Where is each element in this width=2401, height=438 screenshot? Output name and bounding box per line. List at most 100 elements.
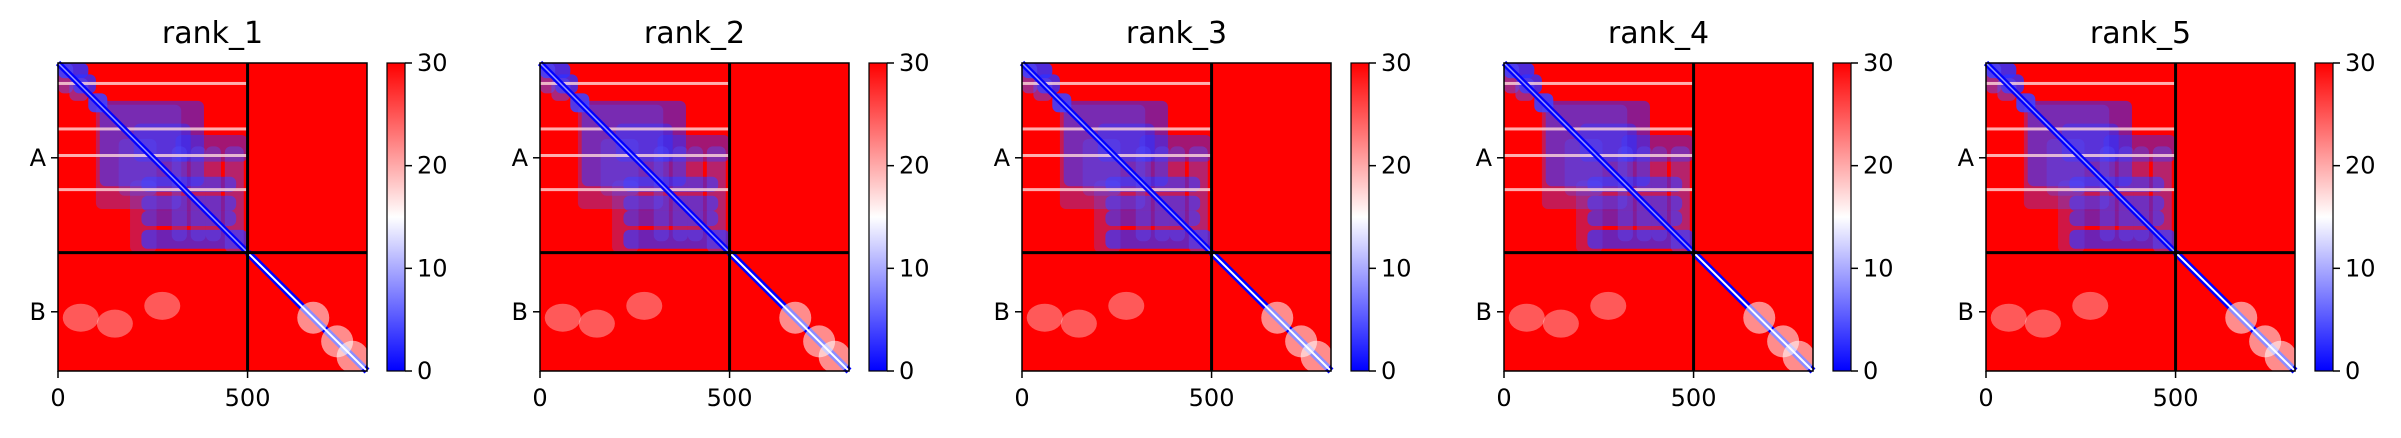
heatmap-white-blob xyxy=(1508,303,1545,332)
heatmap-white-blob xyxy=(1261,301,1294,334)
x-tick-label: 500 xyxy=(225,384,271,412)
y-tick-label: B xyxy=(994,298,1010,326)
heatmap-white-blob xyxy=(144,291,181,320)
heatmap-frame xyxy=(539,62,850,372)
colorbar-tick-label: 30 xyxy=(417,49,448,77)
heatmap-blue-region xyxy=(1617,146,1633,242)
colorbar-tick-label: 10 xyxy=(899,254,930,282)
colorbar-tick-label: 0 xyxy=(899,357,914,385)
colorbar-tick-label: 20 xyxy=(1381,152,1412,180)
y-tick-label: A xyxy=(30,144,47,172)
heatmap-white-blob xyxy=(1060,309,1097,338)
colorbar-tick-label: 20 xyxy=(1863,152,1894,180)
heatmap-blue-region xyxy=(1154,146,1170,242)
heatmap-stripe xyxy=(1504,81,1694,85)
heatmap-frame xyxy=(1985,62,2296,372)
heatmap-stripe xyxy=(1986,81,2176,85)
heatmap-blue-region xyxy=(1587,229,1694,249)
heatmap-blue-region xyxy=(2069,229,2176,249)
heatmap-panel: rank_1 A B 0 500 0 10 20 30 xyxy=(30,16,448,412)
y-tick-label: B xyxy=(1958,298,1974,326)
x-tick-label: 500 xyxy=(1189,384,1235,412)
heatmap-diagonal-a-core xyxy=(1021,62,1213,254)
heatmap-blue-region xyxy=(623,195,719,211)
x-tick-label: 500 xyxy=(707,384,753,412)
heatmap-white-blob xyxy=(626,291,663,320)
heatmap-blue-region xyxy=(612,180,639,253)
panel-title: rank_2 xyxy=(644,16,745,51)
y-tick-label: A xyxy=(512,144,529,172)
heatmap-white-blob xyxy=(2072,291,2109,320)
heatmap-white-blob xyxy=(2024,309,2061,338)
heatmap-white-blob xyxy=(1026,303,1063,332)
heatmap-stripe xyxy=(58,188,248,192)
heatmap-stripe xyxy=(58,127,248,131)
colorbar xyxy=(386,62,406,372)
heatmap-blue-region xyxy=(141,229,248,249)
colorbar-tick-label: 10 xyxy=(1381,254,1412,282)
panel-title: rank_1 xyxy=(162,16,263,51)
heatmap-stripe xyxy=(540,81,730,85)
heatmap-white-blob xyxy=(544,303,581,332)
heatmap-stripe xyxy=(1986,127,2176,131)
heatmap-white-blob xyxy=(62,303,99,332)
heatmap-panel: rank_3 A B 0 500 0 10 20 30 xyxy=(994,16,1412,412)
colorbar-tick-label: 10 xyxy=(2345,254,2376,282)
y-tick-label: B xyxy=(30,298,46,326)
y-tick-label: A xyxy=(1476,144,1493,172)
heatmap-white-blob xyxy=(2225,301,2258,334)
heatmap-stripe xyxy=(1022,188,1212,192)
colorbar-tick-label: 10 xyxy=(1863,254,1894,282)
heatmap-blue-region xyxy=(2058,180,2085,253)
heatmap-blue-region xyxy=(1105,229,1212,249)
heatmap-blue-region xyxy=(1670,146,1690,253)
heatmap-white-blob xyxy=(1990,303,2027,332)
heatmap-diagonal-a-core xyxy=(57,62,249,254)
colorbar-tick-label: 30 xyxy=(2345,49,2376,77)
x-tick-label: 0 xyxy=(1978,384,1993,412)
x-tick-label: 0 xyxy=(1014,384,1029,412)
colorbar-tick-label: 0 xyxy=(2345,357,2360,385)
heatmap-white-blob xyxy=(578,309,615,338)
heatmap-panel: rank_5 A B 0 500 0 10 20 30 xyxy=(1958,16,2376,412)
colorbar xyxy=(1350,62,1370,372)
heatmap-blue-region xyxy=(1135,146,1151,242)
colorbar xyxy=(1832,62,1852,372)
y-tick-label: B xyxy=(1476,298,1492,326)
colorbar-tick-label: 0 xyxy=(1381,357,1396,385)
heatmap-white-blob xyxy=(96,309,133,338)
heatmap-panel: rank_2 A B 0 500 0 10 20 30 xyxy=(512,16,930,412)
heatmap-blue-region xyxy=(653,146,669,242)
panel-title: rank_5 xyxy=(2090,16,2191,51)
heatmap-frame xyxy=(1021,62,1332,372)
heatmap-blue-region xyxy=(130,180,157,253)
colorbar-tick-label: 0 xyxy=(417,357,432,385)
x-tick-label: 0 xyxy=(50,384,65,412)
heatmap-white-blob xyxy=(818,340,851,373)
heatmap-white-blob xyxy=(297,301,330,334)
heatmap-white-blob xyxy=(1782,340,1815,373)
heatmap-stripe xyxy=(1022,127,1212,131)
heatmap-stripe xyxy=(1022,81,1212,85)
heatmap-blue-region xyxy=(1094,180,1121,253)
heatmap-white-blob xyxy=(1542,309,1579,338)
heatmap-stripe xyxy=(540,127,730,131)
colorbar-tick-label: 0 xyxy=(1863,357,1878,385)
x-tick-label: 0 xyxy=(532,384,547,412)
x-tick-label: 500 xyxy=(1671,384,1717,412)
heatmap-frame xyxy=(1503,62,1814,372)
colorbar xyxy=(868,62,888,372)
heatmap-panel: rank_4 A B 0 500 0 10 20 30 xyxy=(1476,16,1894,412)
heatmap-stripe xyxy=(1504,127,1694,131)
heatmap-diagonal-a-core xyxy=(1503,62,1695,254)
heatmap-blue-region xyxy=(672,146,688,242)
heatmap-white-blob xyxy=(1300,340,1333,373)
colorbar-tick-label: 30 xyxy=(1863,49,1894,77)
heatmap-blue-region xyxy=(2152,146,2172,253)
heatmap-blue-region xyxy=(224,146,244,253)
heatmap-blue-region xyxy=(706,146,726,253)
heatmap-blue-region xyxy=(1636,146,1652,242)
colorbar-tick-label: 20 xyxy=(2345,152,2376,180)
heatmap-stripe xyxy=(540,188,730,192)
